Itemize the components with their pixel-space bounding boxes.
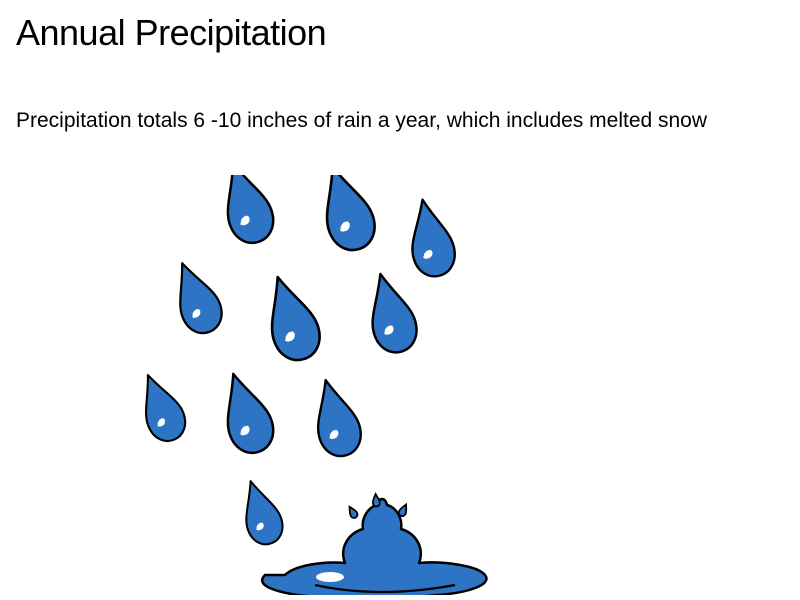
page-title: Annual Precipitation	[16, 12, 326, 54]
body-text: Precipitation totals 6 -10 inches of rai…	[16, 108, 770, 134]
raindrop-icon	[256, 270, 327, 366]
raindrop-icon	[360, 268, 422, 357]
raindrop-icon	[305, 375, 366, 461]
raindrop-icon	[164, 256, 228, 339]
rain-illustration	[130, 175, 550, 595]
raindrop-icon	[131, 368, 192, 447]
raindrop-icon	[402, 195, 459, 280]
splash-icon	[262, 494, 486, 595]
raindrop-icon	[234, 476, 288, 549]
raindrop-icon	[212, 175, 279, 249]
raindrop-icon	[311, 175, 382, 256]
raindrop-icon	[212, 367, 279, 459]
